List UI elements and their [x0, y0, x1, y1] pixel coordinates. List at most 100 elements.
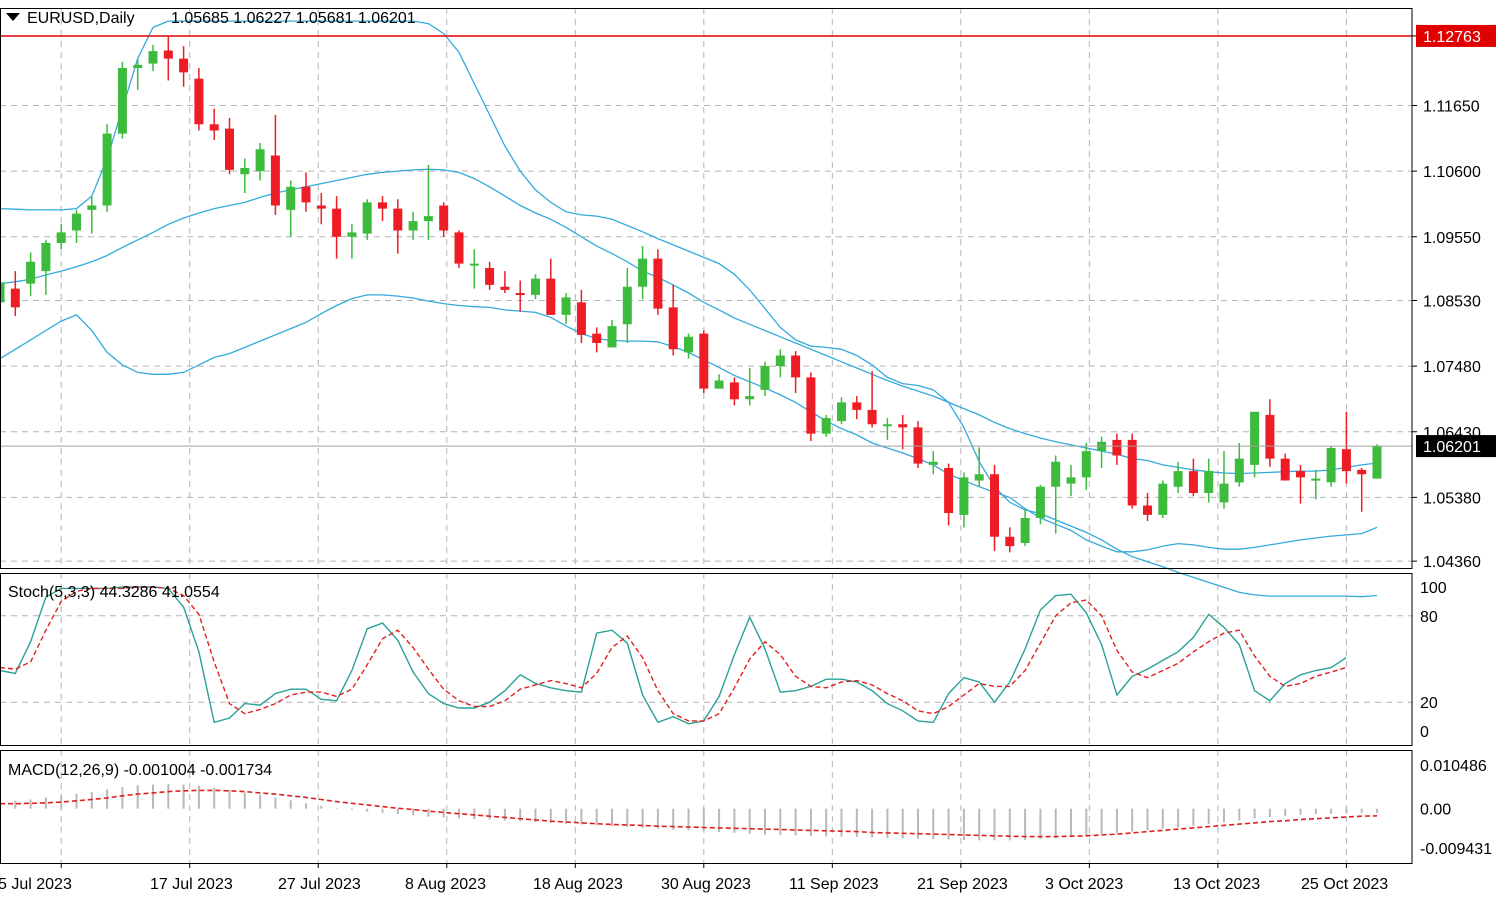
candle-body: [1158, 483, 1168, 515]
candle-body: [515, 293, 525, 295]
candle-body: [592, 333, 602, 343]
macd-tick-label: 0.010486: [1420, 758, 1487, 775]
candle-body: [117, 68, 127, 134]
candle-body: [347, 232, 357, 237]
macd-signal-line: [0, 789, 1378, 838]
candle-body: [837, 402, 846, 422]
candle: [1311, 469, 1321, 500]
candle: [1250, 411, 1260, 478]
symbol-menu-icon[interactable]: [6, 13, 20, 21]
candle: [944, 463, 954, 526]
candle-body: [1357, 469, 1367, 475]
candle: [270, 114, 280, 215]
candle: [133, 58, 143, 90]
candle: [990, 464, 999, 552]
candle-body: [1280, 458, 1290, 481]
candle: [56, 224, 66, 250]
candle: [1372, 444, 1382, 479]
candle: [622, 268, 632, 343]
date-tick-label: 5 Jul 2023: [0, 876, 72, 893]
candle: [240, 158, 250, 193]
pane-frame: [0, 8, 1413, 569]
candle-body: [439, 205, 449, 231]
bollinger-mid-line: [0, 168, 1378, 475]
ohlc-values: 1.05685 1.06227 1.05681 1.06201: [171, 10, 416, 27]
candle-body: [194, 78, 204, 125]
price-tick-label: 1.07480: [1423, 359, 1481, 376]
candle: [638, 246, 648, 300]
candle: [882, 418, 892, 440]
pane-frames: [0, 8, 1413, 864]
candle-body: [133, 64, 143, 68]
date-tick-label: 13 Oct 2023: [1173, 876, 1260, 893]
price-grid: [0, 8, 1412, 568]
candle: [592, 327, 602, 353]
candle: [1265, 399, 1275, 467]
date-tick-label: 18 Aug 2023: [533, 876, 623, 893]
candle: [1326, 446, 1336, 487]
candle-body: [1341, 449, 1351, 472]
candle-body: [225, 128, 234, 170]
candle: [806, 372, 816, 442]
candle: [867, 371, 877, 428]
candle-body: [561, 297, 571, 315]
candle: [255, 143, 265, 181]
candle-body: [0, 282, 5, 303]
candle: [225, 118, 234, 175]
macd-histogram: [0, 784, 1378, 841]
date-tick-label: 3 Oct 2023: [1045, 876, 1123, 893]
candle: [1219, 451, 1229, 509]
candle: [684, 333, 693, 359]
stochastic-axis: 100 80 20 0: [1420, 580, 1447, 741]
candle: [1234, 443, 1244, 487]
candle-body: [454, 232, 464, 264]
candle-body: [1081, 451, 1091, 478]
candle-body: [1296, 471, 1305, 478]
candle: [332, 196, 342, 259]
date-tick-label: 21 Sep 2023: [917, 876, 1008, 893]
chart-header[interactable]: EURUSD,Daily 1.05685 1.06227 1.05681 1.0…: [6, 10, 416, 27]
date-tick-label: 8 Aug 2023: [405, 876, 486, 893]
candle: [714, 374, 724, 389]
candle-body: [990, 474, 999, 537]
candle-body: [867, 409, 877, 425]
candle: [41, 239, 51, 295]
candle-body: [684, 336, 693, 353]
candle: [561, 293, 571, 325]
price-tick-label: 1.09550: [1423, 230, 1481, 247]
candle-body: [209, 124, 219, 131]
candle-body: [1035, 486, 1045, 518]
candle-body: [546, 278, 556, 315]
stochastic-title: Stoch(5,3,3) 44.3286 41.0554: [8, 584, 220, 601]
candle: [393, 199, 403, 254]
macd-axis: 0.010486 0.00 -0.009431: [1420, 758, 1492, 858]
candle-body: [41, 243, 51, 272]
candle: [515, 280, 525, 312]
candle-body: [806, 377, 816, 434]
candle: [1127, 433, 1137, 509]
candle-body: [775, 355, 785, 367]
candle: [26, 252, 36, 297]
candle-body: [1265, 414, 1275, 459]
pane-frame: [0, 750, 1413, 864]
stochastic-signal-line: [0, 586, 1347, 722]
alert-price-tag: [1416, 24, 1496, 47]
candle: [179, 46, 189, 87]
candle: [760, 361, 770, 397]
candle: [1204, 458, 1214, 503]
candle-body: [485, 268, 495, 285]
candle: [699, 330, 709, 393]
candle-body: [699, 333, 709, 389]
candle-body: [1066, 477, 1076, 484]
candle: [500, 271, 510, 293]
candle: [531, 274, 540, 300]
stochastic-tick-label: 0: [1420, 724, 1429, 741]
candle: [1173, 461, 1183, 493]
candle: [837, 397, 846, 425]
candle: [454, 230, 464, 268]
pane-frame: [0, 573, 1413, 746]
candle-body: [500, 286, 510, 290]
candle-body: [821, 418, 831, 434]
candle-body: [745, 396, 755, 400]
candle: [408, 211, 418, 240]
